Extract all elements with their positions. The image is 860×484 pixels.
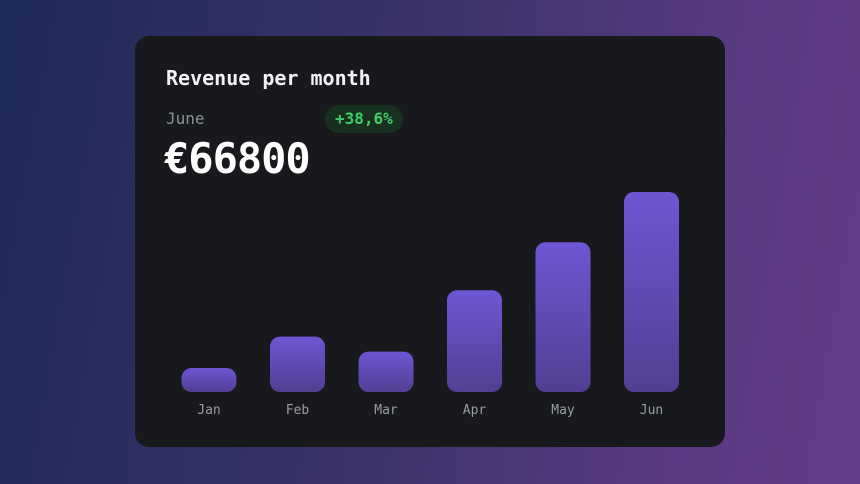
card-title: Revenue per month	[166, 66, 371, 90]
bar-jan	[181, 368, 237, 392]
x-tick-mar: Mar	[374, 403, 398, 418]
revenue-card: Revenue per month June +38,6% €66800 Jan…	[135, 36, 725, 447]
bar-mar	[358, 351, 414, 392]
bar-may	[535, 242, 591, 392]
bar-apr	[447, 290, 502, 392]
bar-jun	[624, 192, 679, 392]
bar-chart: Jan Feb Mar Apr May Jun	[181, 192, 679, 418]
x-tick-apr: Apr	[463, 403, 487, 418]
period-label: June	[166, 109, 205, 128]
bar-feb	[270, 336, 325, 392]
x-tick-feb: Feb	[286, 403, 310, 418]
x-tick-may: May	[551, 403, 575, 418]
x-tick-jan: Jan	[197, 403, 220, 418]
x-tick-jun: Jun	[640, 403, 663, 418]
revenue-amount: €66800	[164, 134, 311, 183]
change-badge: +38,6%	[325, 105, 403, 133]
